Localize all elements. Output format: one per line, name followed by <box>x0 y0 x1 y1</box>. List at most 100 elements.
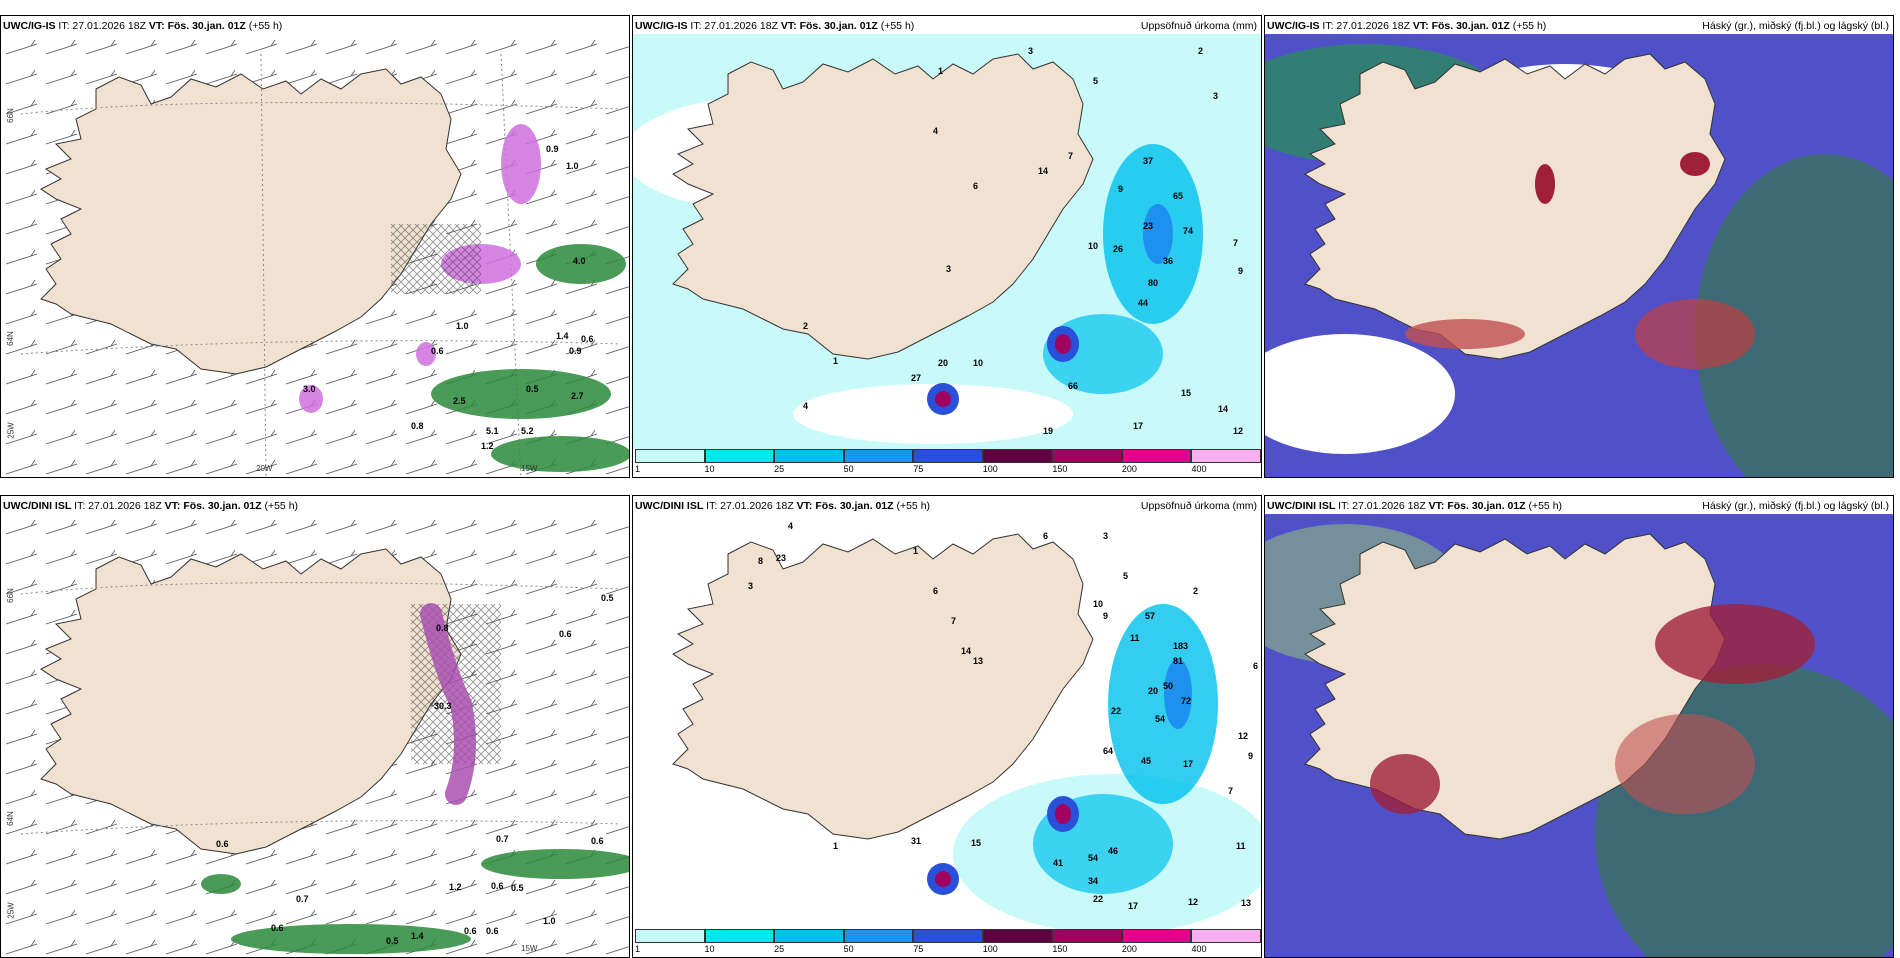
value-label: 12 <box>1188 897 1199 907</box>
colorbar-swatch <box>704 929 775 943</box>
value-label: 5.2 <box>521 426 534 436</box>
value-label: 1.2 <box>481 441 494 451</box>
value-label: 50 <box>1163 681 1174 691</box>
value-label: 27 <box>911 373 922 383</box>
precip-colorbar: 1 10 25 50 75 100 150 200 400 <box>635 929 1261 955</box>
value-label: 5 <box>1123 571 1129 581</box>
map-wind-snow <box>1 514 629 957</box>
lon-label: 25W <box>6 422 16 439</box>
lat-label: 66N <box>5 108 15 123</box>
value-label: 0.6 <box>559 629 572 639</box>
value-label: 11 <box>1236 841 1246 851</box>
value-label: 46 <box>1108 846 1119 856</box>
value-label: 3.0 <box>303 384 316 394</box>
colorbar-tick: 100 <box>982 464 998 474</box>
colorbar-tick: 25 <box>774 944 785 954</box>
map-clouds <box>1265 34 1893 477</box>
colorbar-swatch <box>635 449 705 463</box>
value-label: 0.5 <box>601 593 614 603</box>
value-label: 0.6 <box>464 926 477 936</box>
value-label: 3 <box>1213 91 1219 101</box>
map-precip <box>633 34 1261 449</box>
value-label: 0.6 <box>486 926 499 936</box>
colorbar-tick: 75 <box>913 464 924 474</box>
value-label: 15 <box>1181 388 1192 398</box>
value-label: 34 <box>1088 876 1099 886</box>
panel-header: UWC/DINI ISL IT: 27.01.2026 18Z VT: Fös.… <box>1267 500 1563 512</box>
value-label: 17 <box>1183 759 1194 769</box>
lat-label: 64N <box>5 331 15 346</box>
colorbar-tick: 200 <box>1121 944 1137 954</box>
map-clouds <box>1265 514 1893 957</box>
panel-dini-wind: UWC/DINI ISL IT: 27.01.2026 18Z VT: Fös.… <box>0 495 630 958</box>
value-label: 1.0 <box>456 321 469 331</box>
colorbar-swatch <box>635 929 705 943</box>
lat-label: 66N <box>5 588 15 603</box>
value-label: 10 <box>1088 241 1099 251</box>
value-label: 54 <box>1088 853 1099 863</box>
value-label: 0.8 <box>436 623 449 633</box>
value-label: 8 <box>758 556 764 566</box>
value-label: 6 <box>1253 661 1259 671</box>
lon-label: 20W <box>256 464 273 473</box>
lat-label: 64N <box>5 811 15 826</box>
map-precip <box>633 514 1261 929</box>
value-label: 1.0 <box>543 916 556 926</box>
value-label: 36 <box>1163 256 1174 266</box>
value-label: 4 <box>803 401 809 411</box>
value-label: 20 <box>938 358 949 368</box>
value-label: 1.0 <box>566 161 579 171</box>
value-label: 17 <box>1133 421 1144 431</box>
value-label: 12 <box>1238 731 1249 741</box>
colorbar-tick: 150 <box>1052 464 1068 474</box>
panel-dini-clouds: UWC/DINI ISL IT: 27.01.2026 18Z VT: Fös.… <box>1264 495 1894 958</box>
colorbar-tick: 10 <box>704 464 715 474</box>
value-label: 1 <box>938 66 944 76</box>
colorbar-tick: 1 <box>635 944 641 954</box>
value-label: 0.6 <box>271 923 284 933</box>
value-label: 0.8 <box>411 421 424 431</box>
panel-title: Háský (gr.), miðský (fj.bl.) og lágský (… <box>1702 500 1889 512</box>
value-label: 6 <box>1043 531 1049 541</box>
value-label: 6 <box>973 181 979 191</box>
colorbar-swatch <box>774 929 844 943</box>
value-label: 31 <box>911 836 922 846</box>
value-label: 0.6 <box>431 346 444 356</box>
value-label: 0.5 <box>511 883 524 893</box>
colorbar-tick: 100 <box>982 944 998 954</box>
value-label: 0.9 <box>546 144 559 154</box>
panel-ig-is-clouds: UWC/IG-IS IT: 27.01.2026 18Z VT: Fös. 30… <box>1264 15 1894 478</box>
value-label: 45 <box>1141 756 1152 766</box>
value-label: 4.0 <box>573 256 586 266</box>
value-label: 13 <box>973 656 984 666</box>
value-label: 14 <box>961 646 972 656</box>
value-label: 3 <box>1103 531 1109 541</box>
colorbar-swatch <box>1121 449 1192 463</box>
rain-area <box>201 849 629 954</box>
colorbar-swatch <box>1191 929 1261 943</box>
value-label: 12 <box>1233 426 1244 436</box>
value-label: 10 <box>1093 599 1104 609</box>
value-label: 13 <box>1241 898 1252 908</box>
value-label: 17 <box>1128 901 1139 911</box>
value-label: 0.6 <box>491 881 504 891</box>
value-label: 26 <box>1113 244 1124 254</box>
value-label: 6 <box>933 586 939 596</box>
colorbar-tick: 50 <box>843 464 854 474</box>
value-label: 2.5 <box>453 396 466 406</box>
value-label: 1.4 <box>411 931 424 941</box>
colorbar-tick: 10 <box>704 944 715 954</box>
value-label: 64 <box>1103 746 1114 756</box>
value-label: 9 <box>1118 184 1124 194</box>
colorbar-swatch <box>774 449 844 463</box>
value-label: 2 <box>1198 46 1204 56</box>
value-label: 0.6 <box>591 836 604 846</box>
lon-label: 15W <box>521 944 538 953</box>
value-label: 23 <box>1143 221 1154 231</box>
value-label: 10 <box>973 358 984 368</box>
value-label: 22 <box>1111 706 1122 716</box>
precip-colorbar: 1 10 25 50 75 100 150 200 400 <box>635 449 1261 475</box>
value-label: 1 <box>833 841 839 851</box>
value-label: 7 <box>1228 786 1234 796</box>
colorbar-swatch <box>1121 929 1192 943</box>
